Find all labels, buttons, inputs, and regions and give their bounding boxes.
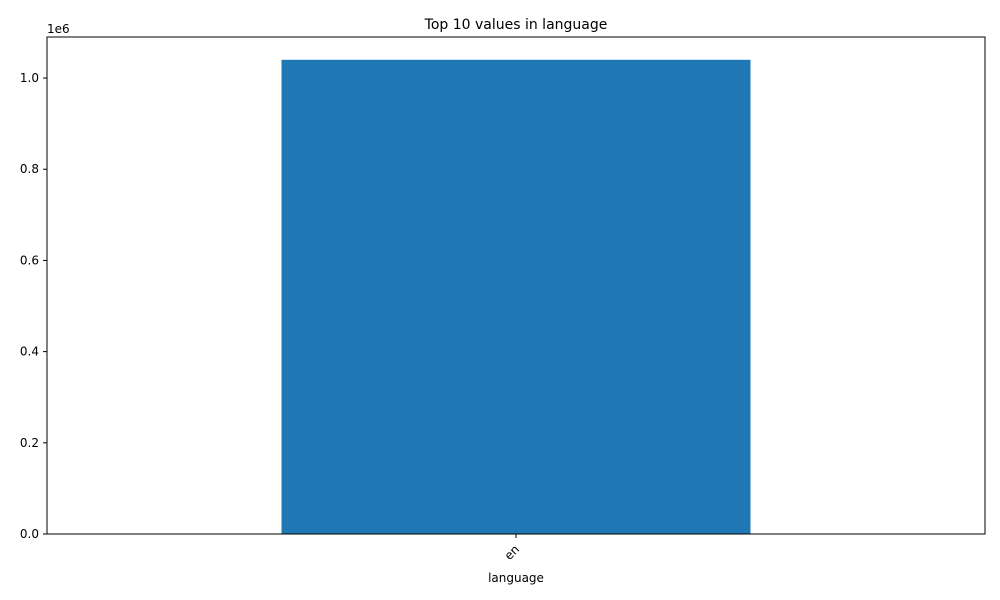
plot-frame — [46, 36, 986, 535]
y-tick-label: 0.4 — [20, 345, 39, 359]
x-axis-title: language — [488, 571, 544, 585]
chart-title: Top 10 values in language — [424, 17, 608, 33]
x-tick-label: en — [502, 542, 523, 563]
bar-en — [281, 59, 751, 535]
y-tick-label: 1.0 — [20, 71, 39, 85]
y-tick-label: 0.6 — [20, 253, 39, 267]
y-axis: 0.0 0.2 0.4 0.6 0.8 1.0 — [20, 71, 47, 541]
y-axis-offset-text: 1e6 — [47, 22, 70, 36]
x-axis: en — [502, 534, 523, 563]
y-tick-label: 0.8 — [20, 162, 39, 176]
bars-layer — [281, 59, 751, 535]
y-tick-label: 0.2 — [20, 436, 39, 450]
y-tick-label: 0.0 — [20, 527, 39, 541]
